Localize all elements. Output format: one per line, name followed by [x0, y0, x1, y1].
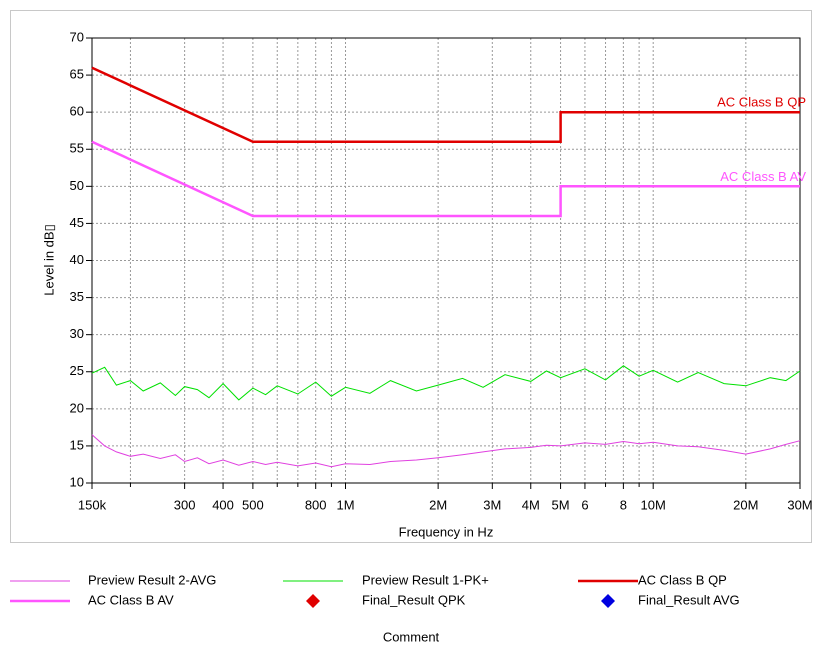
legend-label: Final_Result AVG: [638, 592, 740, 607]
y-tick-label: 30: [70, 326, 84, 341]
legend-swatch: [601, 594, 615, 608]
y-tick-label: 35: [70, 289, 84, 304]
x-tick-label: 300: [174, 497, 196, 512]
chart-frame: [10, 10, 812, 543]
legend-label: AC Class B QP: [638, 572, 727, 587]
y-tick-label: 65: [70, 67, 84, 82]
legend-label: Preview Result 1-PK+: [362, 572, 489, 587]
y-tick-label: 55: [70, 141, 84, 156]
x-tick-label: 800: [305, 497, 327, 512]
y-axis-label: Level in dB▯: [41, 224, 56, 295]
x-tick-label: 500: [242, 497, 264, 512]
y-tick-label: 20: [70, 400, 84, 415]
y-tick-label: 45: [70, 215, 84, 230]
x-tick-label: 8: [620, 497, 627, 512]
x-tick-label: 5M: [552, 497, 570, 512]
x-tick-label: 400: [212, 497, 234, 512]
x-tick-label: 6: [581, 497, 588, 512]
y-tick-label: 10: [70, 474, 84, 489]
x-axis-label: Frequency in Hz: [399, 524, 494, 539]
legend-swatch: [306, 594, 320, 608]
y-tick-label: 15: [70, 437, 84, 452]
y-tick-label: 60: [70, 104, 84, 119]
series-line: [91, 66, 800, 144]
series-line: [91, 140, 800, 218]
legend-label: AC Class B AV: [88, 592, 174, 607]
legend-label: Preview Result 2-AVG: [88, 572, 216, 587]
x-tick-label: 30M: [787, 497, 812, 512]
x-tick-label: 20M: [733, 497, 758, 512]
line-label: AC Class B QP: [717, 95, 806, 110]
x-tick-label: 150k: [78, 497, 107, 512]
series-line: [91, 365, 801, 401]
x-tick-label: 3M: [483, 497, 501, 512]
line-label: AC Class B AV: [720, 169, 806, 184]
x-tick-label: 4M: [522, 497, 540, 512]
y-tick-label: 40: [70, 252, 84, 267]
plot-frame: [91, 37, 801, 484]
y-tick-label: 50: [70, 178, 84, 193]
y-tick-label: 25: [70, 363, 84, 378]
x-tick-label: 10M: [641, 497, 666, 512]
series-line: [91, 434, 801, 468]
y-tick-label: 70: [70, 29, 84, 44]
x-tick-label: 2M: [429, 497, 447, 512]
x-tick-label: 1M: [336, 497, 354, 512]
legend-label: Final_Result QPK: [362, 592, 466, 607]
comment: Comment: [383, 629, 440, 644]
